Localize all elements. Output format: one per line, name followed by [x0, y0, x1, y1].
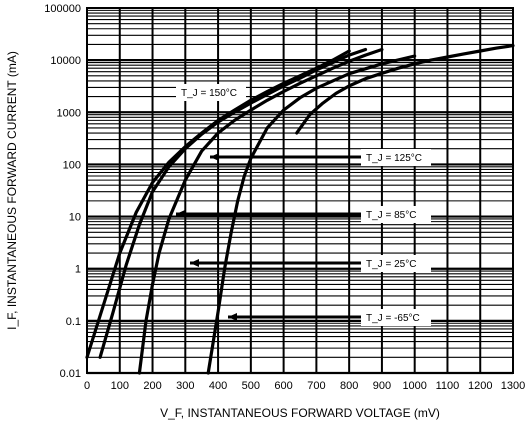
- annotation-label: T_J = 150°C: [181, 88, 237, 99]
- y-tick-label: 100000: [44, 3, 81, 15]
- curves: [85, 44, 515, 375]
- y-tick-label: 10: [69, 212, 81, 224]
- x-tick-label: 300: [176, 380, 194, 392]
- x-tick-label: 500: [242, 380, 260, 392]
- x-tick-label: 1200: [468, 380, 492, 392]
- y-tick-labels: 0.01 0.1 1 10 100 1000 10000 100000: [44, 3, 81, 380]
- x-axis-title: V_F, INSTANTANEOUS FORWARD VOLTAGE (mV): [160, 406, 440, 420]
- annotation-label: T_J = 85°C: [366, 210, 416, 221]
- x-tick-label: 700: [307, 380, 325, 392]
- x-tick-label: 1000: [402, 380, 426, 392]
- x-tick-label: 100: [111, 380, 129, 392]
- annotation-label-box: [361, 149, 431, 166]
- annotation-arrowhead: [176, 210, 185, 218]
- x-tick-label: 400: [209, 380, 227, 392]
- annotation-label: T_J = -65°C: [366, 313, 420, 324]
- series-line-2: [98, 47, 368, 359]
- x-tick-label: 1300: [501, 380, 525, 392]
- series-line-5: [295, 44, 515, 135]
- y-tick-label: 0.1: [66, 316, 81, 328]
- y-tick-label: 100: [63, 159, 81, 171]
- plot-frame: [86, 7, 514, 374]
- annotation-arrowhead: [190, 259, 199, 267]
- x-tick-label: 1100: [436, 380, 460, 392]
- y-tick-label: 1000: [57, 107, 81, 119]
- annotation-arrowhead: [228, 313, 237, 321]
- annotation-arrowhead: [210, 153, 219, 161]
- y-tick-label: 10000: [50, 55, 81, 67]
- annotations: T_J = 150°C T_J = 125°C T_J = 85°C T_J = 25…: [176, 84, 431, 326]
- annotation-label: T_J = 25°C: [366, 259, 416, 270]
- annotation-label-box: [361, 309, 431, 326]
- x-tick-label: 0: [84, 380, 90, 392]
- x-tick-label: 200: [143, 380, 161, 392]
- annotation-label-box: [176, 84, 246, 101]
- y-tick-label: 0.01: [60, 368, 81, 380]
- y-axis-title: I_F, INSTANTANEOUS FORWARD CURRENT (mA): [5, 51, 19, 330]
- y-tick-label: 1: [75, 264, 81, 276]
- annotation-label-box: [361, 255, 431, 272]
- x-tick-label: 900: [373, 380, 391, 392]
- x-tick-label: 800: [340, 380, 358, 392]
- x-tick-label: 600: [274, 380, 292, 392]
- annotation-label-box: [361, 206, 431, 223]
- series-line-3: [137, 47, 384, 375]
- annotation-label: T_J = 125°C: [366, 153, 422, 164]
- grid: [86, 8, 514, 375]
- x-tick-labels: 0 100 200 300 400 500 600 700 800 900 1000 1100 1200…: [84, 380, 525, 392]
